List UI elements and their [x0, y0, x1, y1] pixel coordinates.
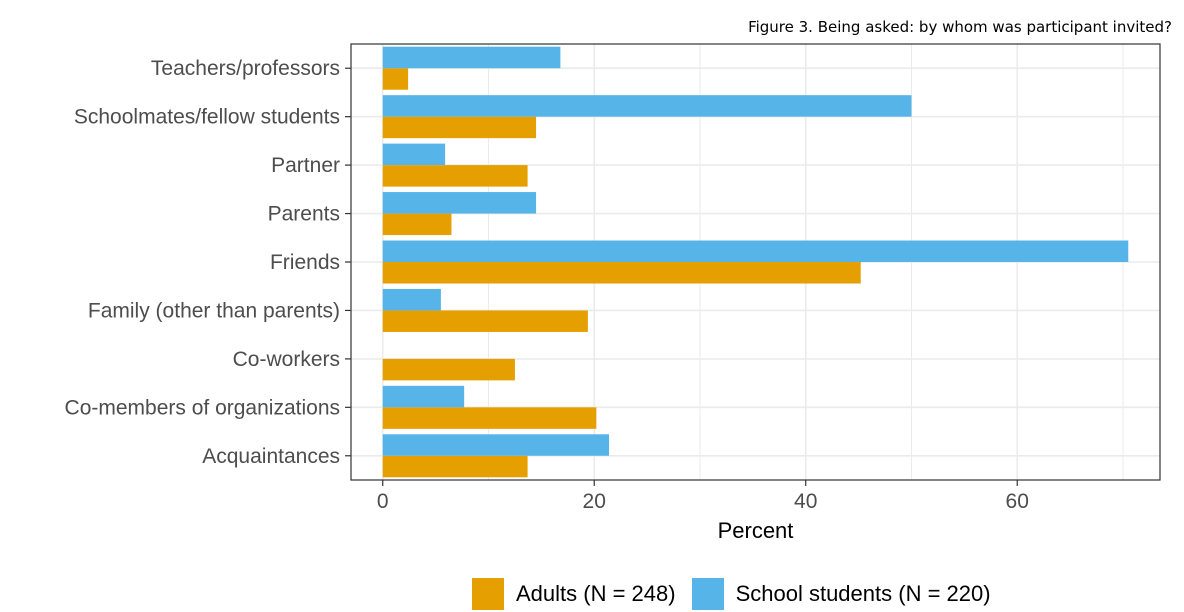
bar-adults — [382, 213, 452, 236]
legend-swatch-students — [691, 578, 724, 610]
figure-caption: Figure 3. Being asked: by whom was parti… — [748, 18, 1172, 36]
bar-adults — [382, 262, 861, 284]
legend-label-students: School students (N = 220) — [735, 581, 991, 606]
category-label: Friends — [270, 251, 340, 274]
bar-adults — [382, 68, 409, 90]
bar-adults — [382, 165, 528, 187]
bar-students — [382, 192, 537, 214]
y-axis: Teachers/professors Schoolmates/fellow st… — [65, 57, 351, 468]
legend-swatch-adults — [472, 578, 504, 610]
x-axis: 0 20 40 60 — [377, 480, 1029, 513]
bars — [382, 46, 1129, 478]
x-tick-label: 20 — [583, 490, 606, 513]
x-axis-title: Percent — [718, 518, 794, 543]
category-label: Teachers/professors — [151, 57, 340, 80]
x-tick-label: 40 — [794, 490, 817, 513]
bar-students — [382, 288, 441, 311]
category-label: Schoolmates/fellow students — [74, 106, 340, 129]
legend: Adults (N = 248) School students (N = 22… — [472, 578, 1007, 610]
bar-adults — [382, 116, 537, 139]
legend-label-adults: Adults (N = 248) — [516, 581, 676, 606]
x-tick-label: 0 — [377, 490, 389, 513]
legend-item-students: School students (N = 220) — [691, 578, 991, 610]
x-tick-label: 60 — [1006, 490, 1029, 513]
bar-adults — [382, 455, 528, 478]
category-label: Co-workers — [233, 348, 340, 371]
category-label: Partner — [271, 154, 340, 177]
bar-students — [382, 46, 561, 69]
category-label: Parents — [268, 203, 340, 226]
category-label: Family (other than parents) — [88, 299, 340, 322]
bar-students — [382, 240, 1129, 262]
legend-item-adults: Adults (N = 248) — [472, 578, 676, 610]
bar-adults — [382, 407, 597, 429]
bar-students — [382, 434, 610, 456]
bar-adults — [382, 358, 515, 381]
bar-students — [382, 385, 465, 408]
bar-adults — [382, 310, 588, 332]
category-label: Co-members of organizations — [65, 396, 340, 419]
bar-students — [382, 95, 912, 117]
bar-students — [382, 143, 446, 166]
category-label: Acquaintances — [202, 445, 340, 468]
